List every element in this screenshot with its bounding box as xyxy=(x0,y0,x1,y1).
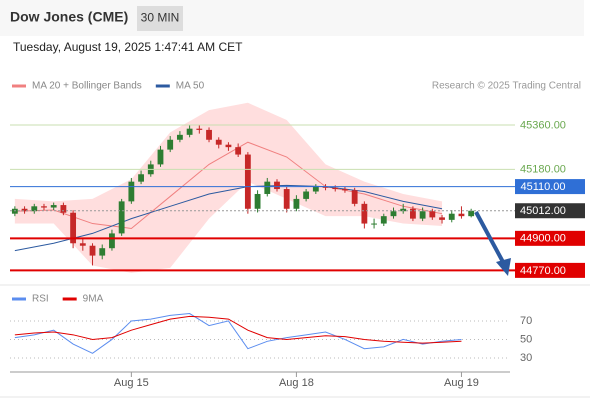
level-box xyxy=(515,230,585,246)
candle-body xyxy=(312,186,319,192)
header-bar xyxy=(0,0,584,36)
level-label: 45180.00 xyxy=(520,164,566,176)
timeframe-box[interactable] xyxy=(137,6,183,31)
candle-body xyxy=(264,181,271,194)
candle-body xyxy=(157,149,164,165)
candle-body xyxy=(283,189,290,209)
title: Dow Jones (CME) xyxy=(10,9,128,25)
candle-body xyxy=(254,193,261,209)
candle-body xyxy=(322,186,329,188)
candle-body xyxy=(380,216,387,224)
candle-body xyxy=(79,243,86,246)
forecast-arrow xyxy=(474,211,505,263)
legend-label: 9MA xyxy=(83,294,104,305)
candle-body xyxy=(468,210,475,217)
candle-body xyxy=(60,205,67,213)
candle-body xyxy=(21,208,28,212)
rsi-tick-label: 70 xyxy=(520,315,532,327)
legend-swatch xyxy=(62,297,77,301)
legend-swatch xyxy=(155,84,170,88)
ma-line xyxy=(14,141,443,230)
candle-body xyxy=(70,212,77,244)
candle-body xyxy=(439,217,445,220)
candle-body xyxy=(332,187,339,190)
candle-body xyxy=(128,181,135,202)
timeframe[interactable]: 30 MIN xyxy=(141,11,180,25)
level-label: 45012.00 xyxy=(520,205,566,217)
candle-body xyxy=(410,208,416,219)
candle-body xyxy=(89,245,96,256)
level-label: 44770.00 xyxy=(520,265,566,277)
candle-body xyxy=(50,205,57,208)
legend-label: RSI xyxy=(32,294,49,305)
candle-body xyxy=(118,201,125,234)
rsi-tick-label: 50 xyxy=(520,333,532,345)
candle-body xyxy=(429,211,436,218)
candle-body xyxy=(31,206,38,212)
candle-body xyxy=(176,134,183,140)
subtitle: Tuesday, August 19, 2025 1:47:41 AM CET xyxy=(13,40,243,54)
candle-body xyxy=(371,223,377,225)
forecast-arrowhead xyxy=(496,258,511,276)
ma-line xyxy=(14,184,443,252)
level-label: 44900.00 xyxy=(520,233,566,245)
candle-body xyxy=(274,181,280,190)
x-tick-label: Aug 18 xyxy=(279,377,314,389)
level-box xyxy=(515,203,585,219)
candle-body xyxy=(167,139,174,150)
credit: Research © 2025 Trading Central xyxy=(432,81,581,92)
candle-body xyxy=(99,248,106,256)
candle-body xyxy=(206,129,212,140)
candle-body xyxy=(419,211,426,219)
candle-body xyxy=(303,191,310,199)
x-tick-label: Aug 19 xyxy=(444,377,479,389)
candle-body xyxy=(390,211,397,217)
candle-body xyxy=(351,190,358,204)
rsi-line xyxy=(14,315,462,344)
candle-body xyxy=(342,189,348,191)
candle-body xyxy=(361,203,368,224)
legend-label: MA 50 xyxy=(176,81,205,92)
candle-body xyxy=(138,174,144,182)
candle-body xyxy=(225,144,232,148)
candle-body xyxy=(448,213,455,220)
candle-body xyxy=(186,128,193,135)
level-label: 45360.00 xyxy=(520,119,566,131)
level-box xyxy=(515,262,585,278)
candle-body xyxy=(196,128,203,130)
x-tick-label: Aug 15 xyxy=(114,377,149,389)
rsi-line xyxy=(14,313,462,354)
candle-body xyxy=(458,213,465,217)
candle-body xyxy=(109,233,115,249)
level-label: 45110.00 xyxy=(520,181,565,193)
candle-body xyxy=(400,208,407,212)
candle-body xyxy=(293,198,300,209)
legend-swatch xyxy=(12,84,26,88)
level-box xyxy=(515,179,585,195)
candle-body xyxy=(41,206,47,208)
legend-swatch xyxy=(12,297,26,301)
candle-body xyxy=(235,147,242,155)
candle-body xyxy=(215,139,222,145)
legend-label: MA 20 + Bollinger Bands xyxy=(32,81,142,92)
candle-body xyxy=(244,154,251,209)
rsi-tick-label: 30 xyxy=(520,352,532,364)
